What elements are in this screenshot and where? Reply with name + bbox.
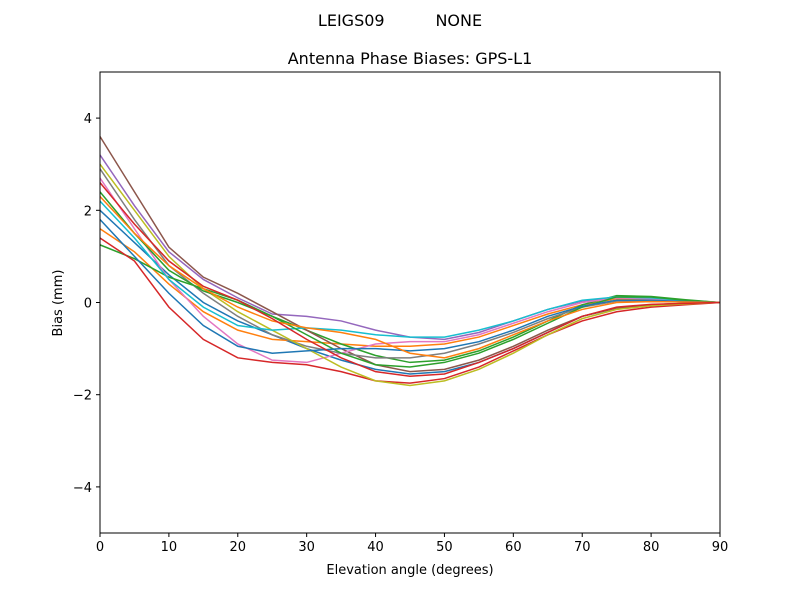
x-tick-label: 40 <box>367 540 384 555</box>
x-tick-label: 0 <box>96 540 104 555</box>
series-line-3 <box>99 237 721 384</box>
series-line-7 <box>99 168 721 359</box>
series-lines <box>99 136 721 387</box>
x-axis-label: Elevation angle (degrees) <box>326 563 493 578</box>
series-line-4 <box>99 154 721 341</box>
x-tick-label: 50 <box>436 540 453 555</box>
axes-frame <box>99 71 721 534</box>
x-tick-label: 90 <box>712 540 729 555</box>
series-line-10 <box>99 191 721 368</box>
y-tick-label: −4 <box>73 481 92 496</box>
x-tick-label: 30 <box>298 540 315 555</box>
series-line-12 <box>99 195 721 359</box>
y-tick-label: 2 <box>84 204 92 219</box>
series-line-0 <box>99 209 721 375</box>
x-tick-label: 70 <box>574 540 591 555</box>
series-line-13 <box>99 182 721 378</box>
series-line-1 <box>99 228 721 348</box>
chart-title: Antenna Phase Biases: GPS-L1 <box>288 49 533 68</box>
x-tick-label: 80 <box>643 540 660 555</box>
series-line-11 <box>99 219 721 354</box>
series-line-6 <box>99 177 721 364</box>
y-tick-label: −2 <box>73 389 92 404</box>
y-axis-label: Bias (mm) <box>51 270 66 337</box>
series-line-5 <box>99 136 721 373</box>
x-tick-label: 10 <box>161 540 178 555</box>
x-tick-label: 60 <box>505 540 522 555</box>
y-tick-label: 4 <box>84 112 92 127</box>
x-tick-label: 20 <box>230 540 247 555</box>
series-line-8 <box>99 163 721 387</box>
axis-ticks: 0 10 20 30 40 50 60 70 80 90 −4 −2 0 2 4 <box>73 112 728 555</box>
suptitle: LEIGS09 NONE <box>318 11 482 30</box>
y-tick-label: 0 <box>84 297 92 312</box>
